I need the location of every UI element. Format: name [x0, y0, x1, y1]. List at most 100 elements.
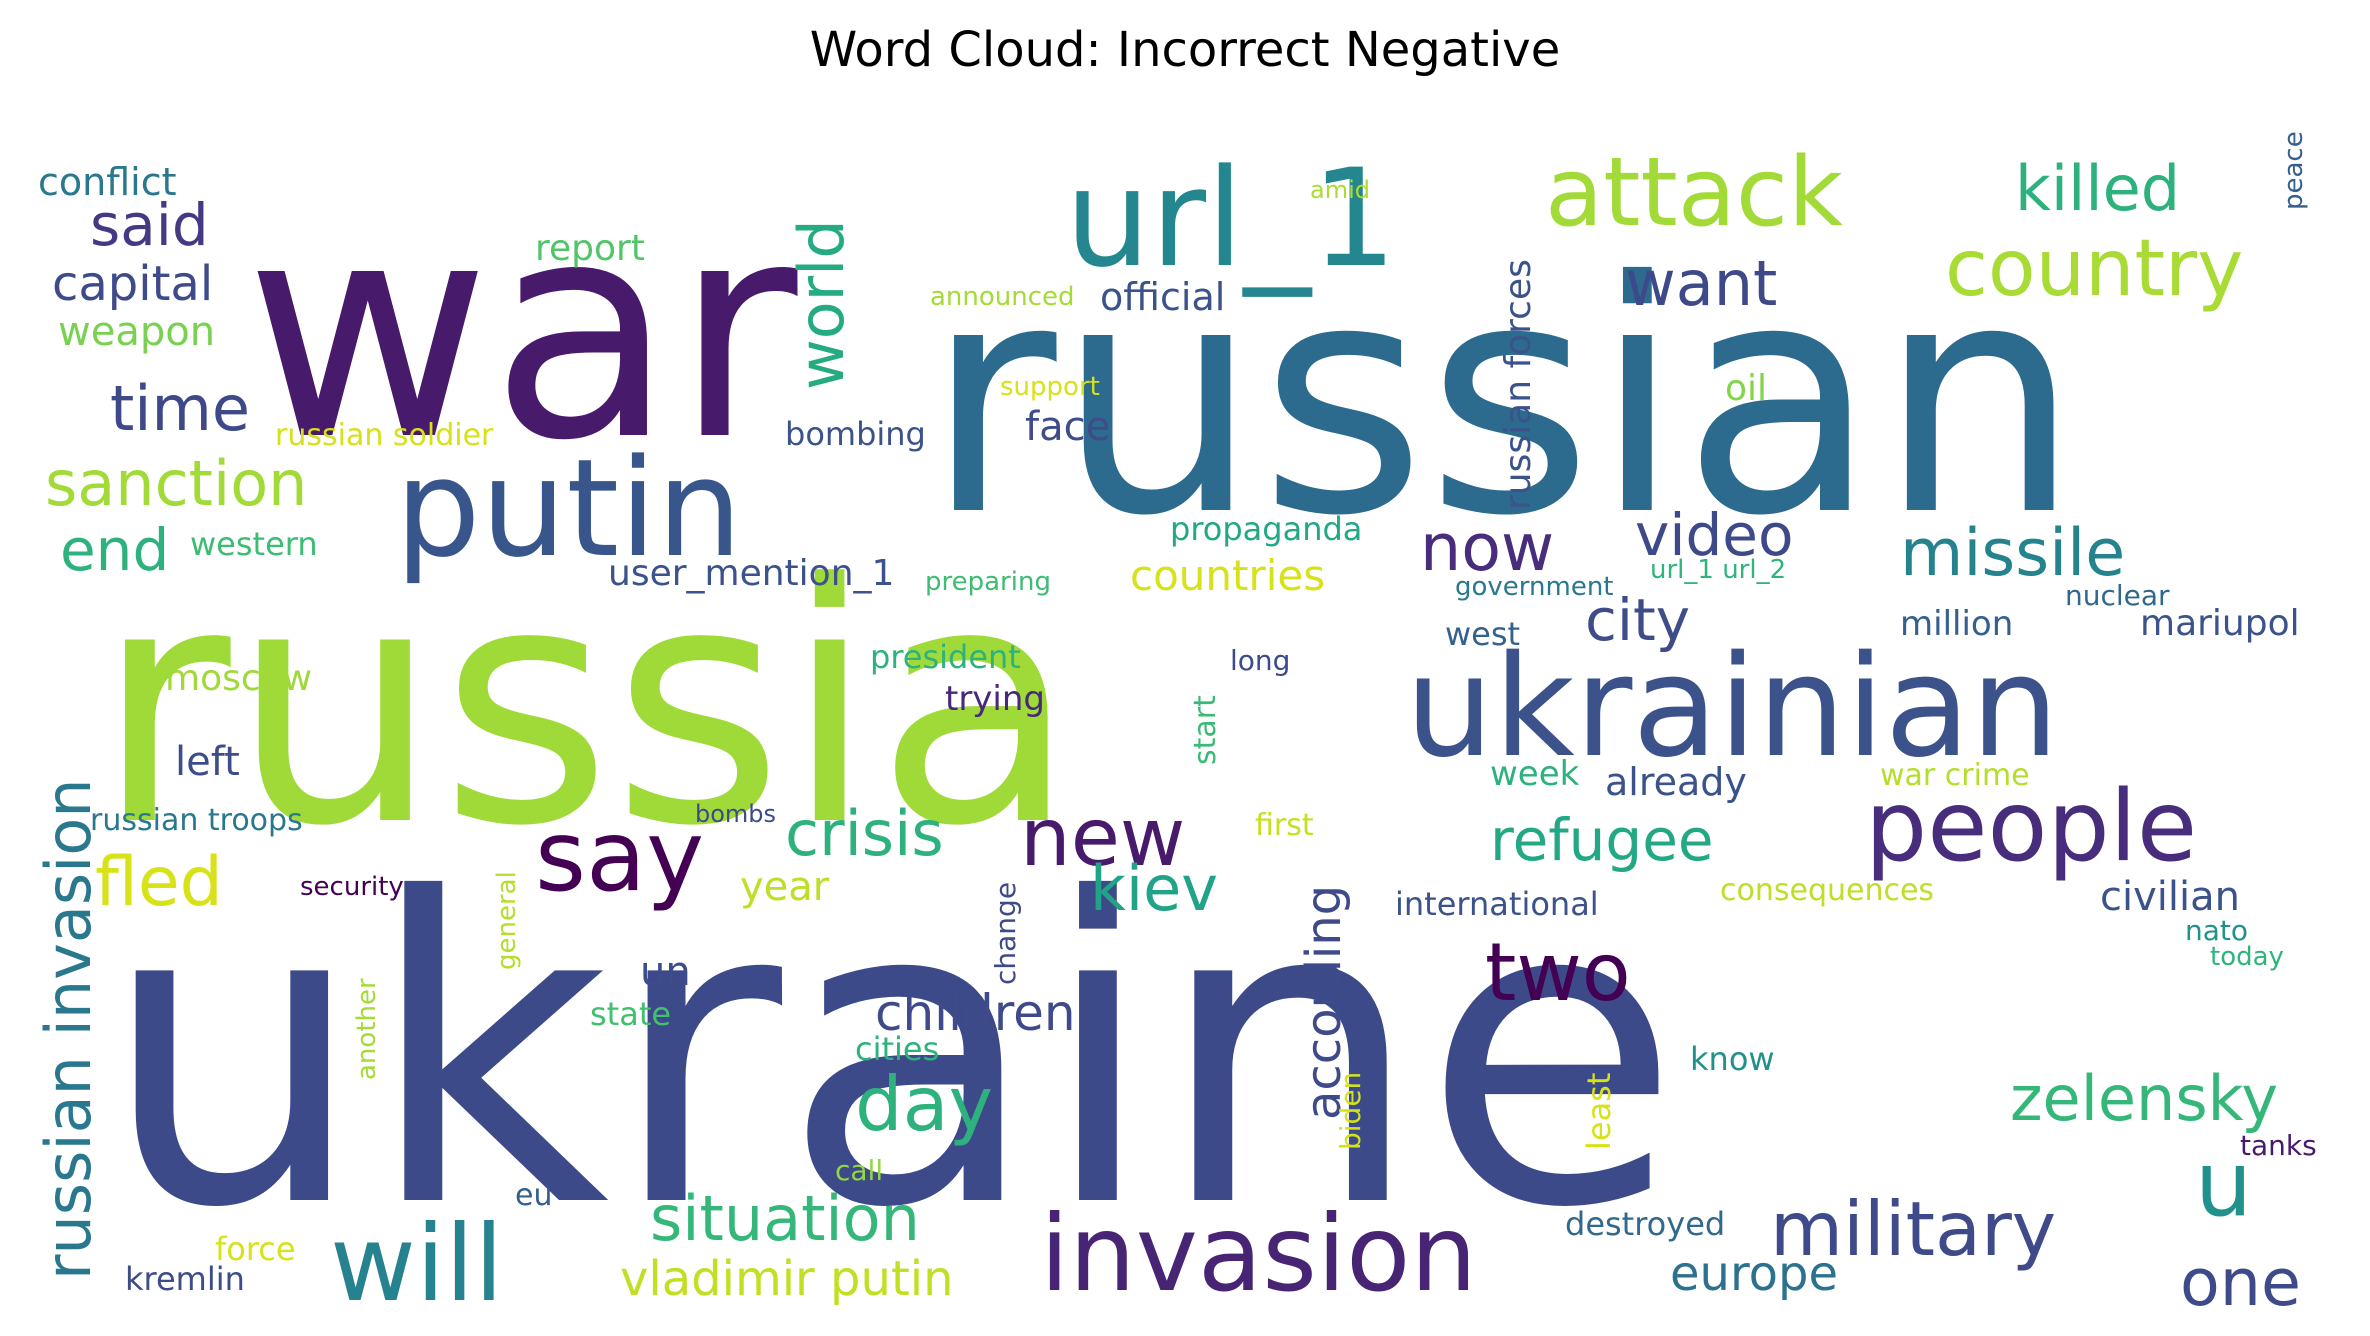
word-peace: peace — [2279, 131, 2309, 210]
word-bombing: bombing — [785, 415, 926, 453]
word-un: un — [640, 949, 691, 995]
word-user-mention-1: user_mention_1 — [608, 553, 894, 594]
word-long: long — [1230, 644, 1290, 677]
word-another: another — [352, 978, 382, 1080]
word-putin: putin — [395, 430, 742, 587]
word-day: day — [855, 1060, 993, 1148]
word-least: least — [1580, 1073, 1618, 1150]
word-first: first — [1255, 808, 1314, 843]
word-announced: announced — [930, 282, 1075, 312]
word-war: war — [245, 157, 801, 506]
word-report: report — [535, 228, 645, 269]
word-left: left — [175, 739, 240, 785]
word-government: government — [1455, 572, 1614, 602]
word-call: call — [835, 1154, 883, 1187]
word-zelensky: zelensky — [2010, 1062, 2278, 1135]
word-force: force — [215, 1230, 296, 1268]
word-face: face — [1025, 404, 1110, 450]
word-amid: amid — [1310, 176, 1370, 204]
word-oil: oil — [1725, 368, 1767, 409]
word-sanction: sanction — [45, 447, 307, 520]
word-fled: fled — [95, 843, 223, 922]
word-said: said — [90, 191, 209, 259]
word-military: military — [1770, 1185, 2056, 1273]
word-week: week — [1490, 754, 1580, 794]
word-time: time — [110, 372, 250, 445]
word-year: year — [740, 864, 830, 910]
word-general: general — [492, 871, 522, 970]
word-preparing: preparing — [925, 567, 1051, 597]
word-ukrainian: ukrainian — [1405, 626, 2059, 789]
chart-title: Word Cloud: Incorrect Negative — [809, 22, 1561, 78]
word-ukraine: ukraine — [100, 811, 1681, 1300]
word-city: city — [1585, 586, 1690, 654]
word-say: say — [535, 800, 704, 914]
word-propaganda: propaganda — [1170, 510, 1362, 548]
word-killed: killed — [2015, 152, 2180, 225]
word-weapon: weapon — [58, 309, 215, 355]
word-western: western — [190, 525, 318, 563]
word-conflict: conflict — [38, 160, 177, 204]
word-video: video — [1635, 501, 1793, 569]
word-end: end — [60, 516, 169, 584]
word-one: one — [2180, 1246, 2301, 1321]
word-kiev: kiev — [1090, 852, 1218, 925]
word-children: children — [875, 984, 1076, 1042]
word-war-crime: war crime — [1880, 758, 2030, 793]
word-cities: cities — [855, 1030, 939, 1068]
word-situation: situation — [650, 1182, 920, 1255]
word-russian-soldier: russian soldier — [275, 418, 494, 453]
word-countries: countries — [1130, 551, 1325, 600]
word-mariupol: mariupol — [2140, 603, 2300, 644]
word-url-1-url-2: url_1 url_2 — [1650, 555, 1786, 585]
word-want: want — [1625, 247, 1777, 320]
word-president: president — [870, 638, 1021, 676]
word-nato: nato — [2185, 914, 2248, 947]
word-biden: biden — [1334, 1072, 1367, 1150]
word-start: start — [1188, 695, 1223, 765]
word-will: will — [330, 1203, 503, 1325]
word-world: world — [785, 219, 858, 390]
word-eu: eu — [515, 1178, 552, 1213]
word-consequences: consequences — [1720, 873, 1934, 908]
word-u: u — [2195, 1132, 2252, 1237]
word-url-1: url_1 — [1065, 140, 1397, 297]
word-kremlin: kremlin — [125, 1260, 245, 1298]
word-according: according — [1296, 885, 1352, 1120]
word-know: know — [1690, 1040, 1775, 1078]
word-state: state — [590, 995, 671, 1033]
word-support: support — [1000, 372, 1100, 402]
word-today: today — [2210, 942, 2284, 972]
word-change: change — [989, 882, 1022, 985]
word-security: security — [300, 872, 404, 902]
word-attack: attack — [1545, 138, 1843, 248]
word-trying: trying — [945, 679, 1045, 719]
word-refugee: refugee — [1490, 806, 1714, 874]
word-international: international — [1395, 885, 1599, 923]
word-tanks: tanks — [2240, 1129, 2317, 1162]
word-official: official — [1100, 275, 1225, 319]
word-already: already — [1605, 760, 1747, 804]
word-vladimir-putin: vladimir putin — [620, 1251, 954, 1307]
word-two: two — [1485, 926, 1631, 1019]
word-country: country — [1945, 224, 2243, 314]
word-russian: russian — [925, 214, 2081, 586]
word-now: now — [1420, 511, 1554, 586]
word-destroyed: destroyed — [1565, 1205, 1725, 1243]
word-capital: capital — [52, 256, 213, 312]
word-missile: missile — [1900, 516, 2125, 591]
word-new: new — [1020, 791, 1185, 884]
word-invasion: invasion — [1040, 1193, 1477, 1315]
word-west: west — [1445, 615, 1520, 653]
word-crisis: crisis — [785, 797, 944, 870]
word-russia: russia — [95, 514, 1078, 898]
word-nuclear: nuclear — [2065, 579, 2170, 612]
word-people: people — [1865, 770, 2197, 884]
word-europe: europe — [1670, 1246, 1838, 1302]
word-russian-forces: russian forces — [1498, 259, 1539, 510]
word-moscow: moscow — [165, 658, 312, 699]
word-russian-troops: russian troops — [90, 803, 303, 838]
word-civilian: civilian — [2100, 874, 2240, 920]
word-million: million — [1900, 604, 2013, 644]
